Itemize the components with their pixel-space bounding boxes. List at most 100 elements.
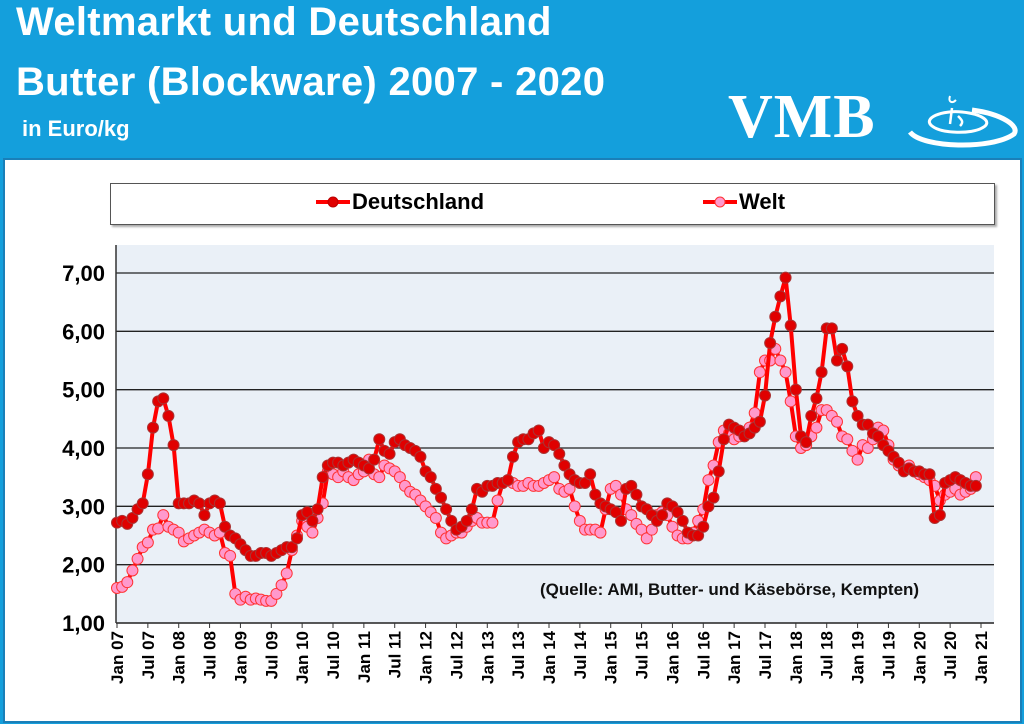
data-point-welt	[306, 526, 319, 539]
data-point-deutschland	[764, 337, 777, 349]
data-point-deutschland	[414, 450, 427, 463]
x-tick-label: Jan 08	[170, 631, 189, 684]
data-point-deutschland	[692, 529, 705, 542]
x-tick-label: Jul 11	[386, 631, 405, 678]
legend-label-welt: Welt	[739, 189, 786, 214]
data-point-deutschland	[157, 392, 170, 405]
data-point-deutschland	[753, 415, 766, 428]
data-point-deutschland	[368, 453, 381, 466]
data-point-deutschland	[553, 447, 566, 460]
data-point-deutschland	[383, 447, 396, 460]
data-point-welt	[753, 366, 766, 379]
x-tick-label: Jan 21	[972, 631, 991, 684]
data-point-welt	[841, 433, 854, 446]
data-point-deutschland	[769, 310, 782, 323]
data-point-deutschland	[316, 471, 329, 484]
data-point-deutschland	[435, 491, 447, 504]
unit-label: in Euro/kg	[22, 116, 130, 141]
data-point-deutschland	[825, 322, 838, 335]
x-tick-label: Jul 20	[941, 631, 960, 679]
data-point-deutschland	[831, 354, 843, 367]
data-point-deutschland	[167, 439, 180, 452]
x-tick-label: Jul 08	[201, 631, 220, 679]
x-tick-label: Jul 15	[633, 631, 652, 679]
data-point-deutschland	[779, 271, 792, 284]
data-point-welt	[126, 564, 139, 577]
x-tick-label: Jan 15	[602, 631, 621, 684]
data-point-deutschland	[589, 488, 602, 501]
x-tick-label: Jul 07	[139, 631, 158, 679]
x-tick-label: Jul 13	[509, 631, 528, 679]
data-point-welt	[131, 552, 144, 565]
x-tick-label: Jan 12	[417, 631, 436, 684]
data-point-deutschland	[872, 430, 885, 443]
data-point-deutschland	[198, 509, 211, 522]
data-point-deutschland	[630, 488, 643, 501]
logo-text: VMB	[728, 83, 876, 151]
x-tick-label: Jan 19	[849, 631, 868, 684]
data-point-deutschland	[285, 541, 298, 554]
data-point-deutschland	[805, 409, 818, 422]
data-point-deutschland	[697, 520, 710, 533]
legend-item-deutschland: Deutschland	[316, 189, 484, 215]
data-point-deutschland	[507, 450, 519, 463]
data-point-welt	[645, 523, 658, 536]
x-tick-label: Jan 20	[910, 631, 929, 684]
data-point-welt	[784, 395, 797, 408]
data-point-welt	[491, 494, 504, 507]
plot-area	[116, 245, 994, 623]
data-point-deutschland	[440, 503, 453, 516]
x-tick-label: Jul 17	[756, 631, 775, 679]
data-point-welt	[625, 509, 638, 522]
title-line-2: Butter (Blockware) 2007 - 2020	[16, 60, 606, 104]
data-point-welt	[851, 453, 864, 466]
data-point-deutschland	[846, 395, 859, 408]
data-point-welt	[846, 444, 859, 457]
data-point-deutschland	[373, 433, 386, 446]
data-point-deutschland	[676, 514, 689, 527]
data-point-deutschland	[311, 503, 324, 516]
data-point-deutschland	[861, 418, 874, 431]
data-point-welt	[172, 526, 185, 539]
data-point-welt	[640, 532, 653, 545]
data-point-welt	[568, 500, 581, 513]
data-point-deutschland	[671, 506, 684, 519]
data-point-deutschland	[558, 459, 571, 472]
data-point-welt	[810, 421, 823, 434]
data-point-deutschland	[429, 482, 442, 495]
data-point-deutschland	[810, 392, 823, 405]
data-point-deutschland	[548, 439, 561, 452]
legend-label-deutschland: Deutschland	[352, 189, 485, 214]
y-tick-label: 6,00	[62, 319, 105, 344]
y-tick-label: 7,00	[62, 261, 105, 286]
data-point-welt	[594, 526, 607, 539]
data-point-deutschland	[759, 389, 771, 402]
y-tick-label: 1,00	[62, 611, 105, 636]
data-point-welt	[666, 520, 679, 533]
data-point-deutschland	[969, 479, 982, 492]
data-point-deutschland	[291, 532, 303, 545]
legend: Deutschland Welt	[110, 183, 995, 225]
data-point-welt	[157, 509, 170, 522]
x-tick-label: Jul 18	[818, 631, 837, 679]
x-tick-label: Jan 18	[787, 631, 806, 684]
x-tick-label: Jul 12	[447, 631, 466, 679]
data-point-deutschland	[584, 468, 597, 481]
data-point-deutschland	[800, 436, 813, 449]
y-tick-label: 3,00	[62, 494, 105, 519]
x-tick-label: Jan 11	[355, 631, 374, 683]
data-point-welt	[275, 579, 288, 592]
data-point-deutschland	[445, 514, 458, 527]
y-tick-label: 2,00	[62, 553, 105, 578]
data-point-deutschland	[841, 360, 854, 373]
data-point-deutschland	[424, 471, 437, 484]
y-tick-label: 5,00	[62, 378, 105, 403]
x-tick-label: Jul 19	[879, 631, 898, 679]
data-point-deutschland	[460, 514, 473, 527]
data-point-deutschland	[162, 409, 175, 422]
data-point-welt	[373, 471, 386, 484]
x-tick-label: Jan 17	[725, 631, 744, 684]
data-point-welt	[573, 514, 586, 527]
data-point-deutschland	[851, 409, 864, 422]
